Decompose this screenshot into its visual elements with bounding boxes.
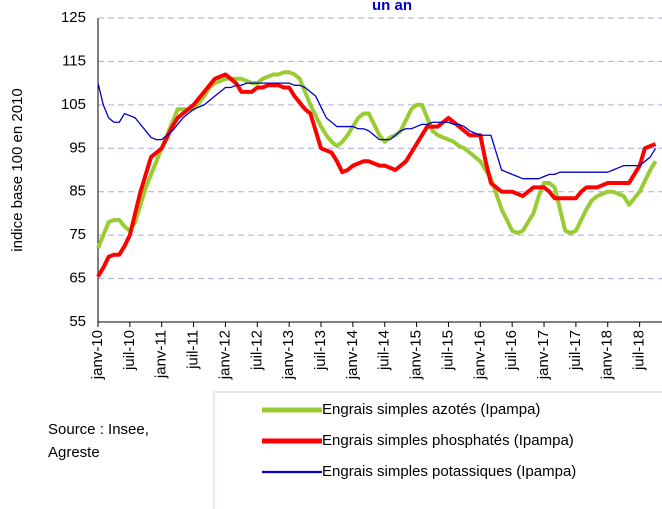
x-tick-label: juil-16 <box>503 330 520 371</box>
x-tick-label: juil-15 <box>439 330 456 371</box>
y-axis-label: indice base 100 en 2010 <box>9 88 26 251</box>
x-tick-label: juil-11 <box>185 330 202 370</box>
y-tick-label: 75 <box>69 226 86 243</box>
legend-label: Engrais simples phosphatés (Ipampa) <box>322 432 574 449</box>
y-tick-label: 125 <box>61 9 86 26</box>
source: Agreste <box>48 444 100 461</box>
x-tick-label: janv-14 <box>344 330 361 380</box>
x-tick-label: janv-15 <box>408 330 425 380</box>
legend-label: Engrais simples azotés (Ipampa) <box>322 401 540 418</box>
y-tick-label: 85 <box>69 183 86 200</box>
y-tick-label: 55 <box>69 313 86 330</box>
x-tick-label: janv-11 <box>153 330 170 379</box>
x-tick-label: juil-13 <box>312 330 329 371</box>
y-tick-label: 95 <box>69 139 86 156</box>
source: Source : Insee, <box>48 421 149 438</box>
x-tick-label: juil-12 <box>248 330 265 371</box>
x-tick-label: juil-10 <box>121 330 138 371</box>
x-tick-label: janv-13 <box>280 330 297 380</box>
y-tick-label: 105 <box>61 96 86 113</box>
series-line <box>96 72 657 278</box>
x-tick-label: juil-18 <box>631 330 648 371</box>
y-tick-label: 115 <box>62 52 86 69</box>
x-tick-label: janv-16 <box>471 330 488 380</box>
x-tick-label: janv-18 <box>599 330 616 380</box>
series-line <box>97 82 657 180</box>
x-tick-label: janv-12 <box>216 330 233 380</box>
x-tick-label: janv-10 <box>89 330 106 380</box>
legend-label: Engrais simples potassiques (Ipampa) <box>322 463 576 480</box>
x-tick-label: juil-17 <box>567 330 584 371</box>
y-tick-label: 65 <box>69 270 86 287</box>
x-tick-label: janv-17 <box>535 330 552 380</box>
chart-title: un an <box>372 0 412 14</box>
series-line <box>96 70 658 249</box>
x-tick-label: juil-14 <box>376 330 393 371</box>
